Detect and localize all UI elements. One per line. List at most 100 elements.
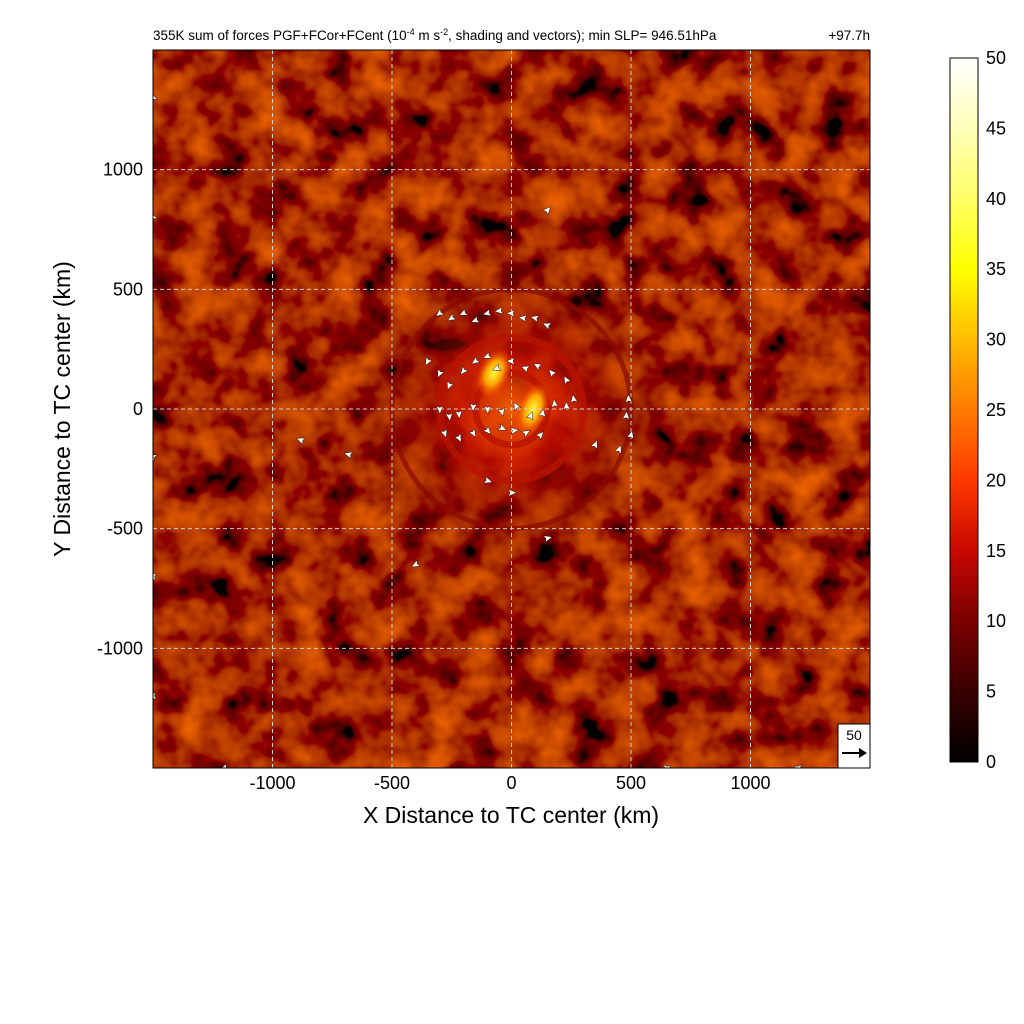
y-tick-label: 500 — [113, 279, 143, 299]
force-vector — [497, 423, 507, 431]
force-vector — [468, 428, 477, 438]
force-vector — [343, 451, 354, 460]
x-tick-label: -500 — [374, 773, 410, 793]
force-vector — [510, 427, 520, 435]
x-axis-title: X Distance to TC center (km) — [363, 802, 659, 828]
force-vector — [525, 411, 534, 421]
force-vector — [469, 402, 478, 413]
force-vector — [520, 430, 531, 439]
force-vector — [497, 407, 505, 417]
x-tick-labels: -1000 -500 0 500 1000 — [249, 773, 770, 793]
force-vector — [506, 309, 515, 318]
force-vector — [520, 365, 531, 374]
force-vector — [542, 322, 552, 331]
force-vector — [458, 308, 469, 316]
force-vector — [471, 355, 481, 365]
force-vector — [296, 437, 306, 445]
reference-vector-value: 50 — [846, 727, 862, 743]
force-vector — [530, 315, 540, 323]
force-vector — [482, 425, 492, 435]
colorbar-tick-label: 50 — [986, 48, 1006, 68]
title-main: 355K sum of forces PGF+FCor+FCent (10 — [153, 28, 407, 43]
reference-vector-key: 50 — [837, 723, 871, 769]
grid — [153, 50, 870, 768]
colorbar-tick-labels: 0 5 10 15 20 25 30 35 40 45 50 — [986, 48, 1006, 772]
force-vector — [483, 405, 492, 415]
colorbar-tick-label: 25 — [986, 400, 1006, 420]
colorbar — [949, 57, 979, 763]
y-tick-label: 0 — [133, 399, 143, 419]
force-vector — [435, 405, 444, 415]
force-vector — [411, 559, 421, 568]
force-vector — [590, 439, 598, 450]
force-vector — [517, 314, 528, 323]
force-vector — [453, 432, 462, 443]
force-vector — [622, 410, 630, 420]
force-vector — [538, 408, 546, 418]
force-vector — [513, 401, 522, 412]
force-vector — [625, 393, 633, 404]
title-end: , shading and vectors); min SLP= 946.51h… — [448, 28, 717, 43]
force-vector — [425, 356, 433, 366]
force-vector — [447, 312, 457, 322]
force-vector — [548, 368, 558, 379]
plot-frame — [152, 49, 871, 769]
force-vector — [614, 444, 622, 455]
y-tick-label: 1000 — [103, 160, 143, 180]
force-vector — [551, 398, 559, 409]
force-vector — [563, 375, 572, 386]
force-vector — [506, 357, 515, 366]
force-vector — [562, 401, 571, 411]
title-exponent: -4 — [407, 27, 415, 37]
force-vector — [491, 363, 502, 371]
title-mid: m s — [415, 28, 441, 43]
x-tick-label: -1000 — [249, 773, 295, 793]
force-vector — [454, 410, 463, 420]
force-vector — [446, 380, 455, 391]
colorbar-tick-label: 5 — [986, 682, 996, 702]
force-vector — [535, 431, 544, 441]
colorbar-tick-label: 0 — [986, 752, 996, 772]
force-vector — [153, 212, 159, 223]
force-vector — [533, 363, 543, 371]
colorbar-tick-label: 30 — [986, 330, 1006, 350]
force-vector — [470, 315, 481, 323]
force-vector — [542, 206, 551, 216]
colorbar-tick-label: 10 — [986, 611, 1006, 631]
force-vector — [435, 308, 445, 317]
hot-spot-1 — [475, 348, 513, 398]
chart-title: 355K sum of forces PGF+FCor+FCent (10-4 … — [153, 27, 717, 43]
force-vector — [445, 412, 453, 422]
force-vector — [508, 488, 517, 497]
force-vector — [626, 429, 635, 440]
force-vector — [482, 351, 493, 359]
x-tick-label: 500 — [616, 773, 646, 793]
force-vector — [460, 365, 469, 375]
force-vector — [153, 691, 157, 700]
force-vector — [153, 454, 158, 462]
y-axis-title: Y Distance to TC center (km) — [49, 261, 75, 557]
x-tick-label: 0 — [506, 773, 516, 793]
force-vectors — [153, 92, 802, 768]
force-vector — [793, 764, 802, 768]
force-vector — [483, 476, 493, 484]
colorbar-tick-label: 35 — [986, 259, 1006, 279]
force-vector — [439, 428, 448, 439]
y-tick-label: -500 — [107, 519, 143, 539]
force-vector — [570, 393, 578, 404]
y-tick-label: -1000 — [97, 638, 143, 658]
force-vector — [219, 763, 230, 768]
x-tick-label: 1000 — [730, 773, 770, 793]
force-vector — [494, 306, 504, 315]
colorbar-tick-label: 20 — [986, 470, 1006, 490]
title-exponent-2: -2 — [440, 27, 448, 37]
colorbar-tick-label: 40 — [986, 189, 1006, 209]
force-vector — [543, 535, 553, 543]
force-vector — [437, 368, 445, 379]
colorbar-tick-label: 45 — [986, 118, 1006, 138]
colorbar-tick-label: 15 — [986, 541, 1006, 561]
force-vector — [482, 308, 492, 317]
y-tick-labels: -1000 -500 0 500 1000 — [97, 160, 143, 659]
time-label: +97.7h — [828, 28, 870, 43]
